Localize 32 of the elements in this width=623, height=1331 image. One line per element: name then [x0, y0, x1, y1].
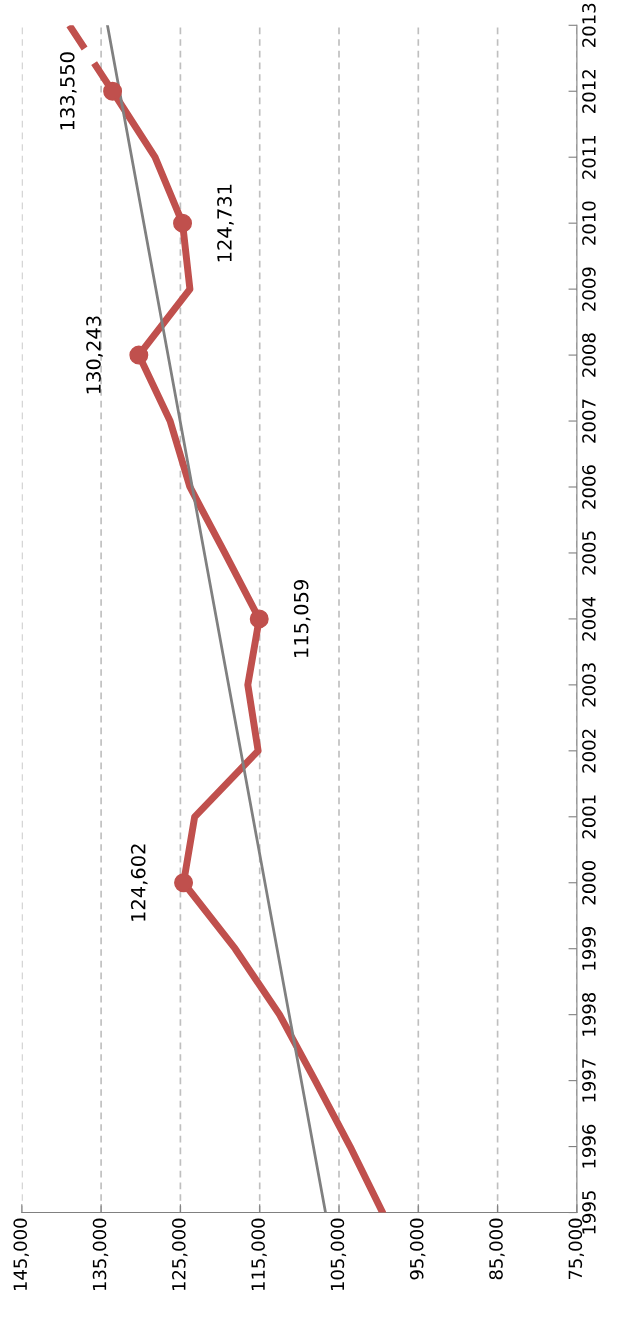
data-label: 124,602	[130, 844, 148, 921]
y-tick-label: 1999	[582, 927, 596, 970]
data-label: 133,550	[59, 52, 77, 130]
y-tick-label: 2007	[582, 399, 596, 443]
y-tick-label: 1996	[582, 1124, 596, 1168]
y-tick-label: 2012	[582, 70, 596, 113]
x-tick-label: 95,000	[409, 1218, 426, 1280]
x-tick-label: 125,000	[171, 1218, 188, 1291]
x-tick-label: 75,000	[568, 1218, 584, 1280]
y-tick-label: 1995	[582, 1191, 596, 1234]
x-tick-label: 135,000	[92, 1218, 109, 1291]
data-label: 124,731	[217, 184, 234, 262]
y-tick-label: 2005	[582, 531, 596, 575]
y-tick-label: 2002	[582, 729, 596, 773]
x-tick-label: 85,000	[489, 1218, 505, 1280]
y-tick-label: 2008	[582, 333, 596, 377]
y-tick-label: 2013	[582, 3, 596, 47]
y-tick-label: 2010	[582, 201, 596, 245]
y-tick-label: 2009	[582, 267, 596, 311]
y-tick-label: 2001	[582, 795, 596, 839]
data-label: 115,059	[293, 580, 311, 657]
x-tick-label: 105,000	[330, 1218, 347, 1291]
y-tick-label: 2003	[582, 663, 596, 707]
x-tick-label: 145,000	[13, 1218, 29, 1291]
y-tick-label: 2000	[582, 860, 596, 905]
data-label: 130,243	[86, 316, 103, 394]
x-tick-label: 115,000	[251, 1218, 267, 1291]
y-tick-label: 2006	[582, 465, 596, 509]
y-tick-label: 2011	[582, 135, 596, 179]
y-tick-label: 2004	[582, 596, 596, 641]
y-tick-label: 1997	[582, 1059, 596, 1102]
y-tick-label: 1998	[582, 992, 596, 1036]
